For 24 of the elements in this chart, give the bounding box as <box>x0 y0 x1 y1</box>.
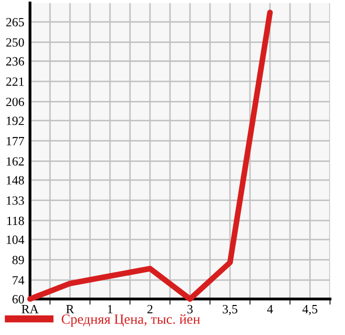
x-tick-label: 3 <box>187 304 193 314</box>
y-tick-label: 148 <box>6 176 24 185</box>
y-tick-label: 221 <box>6 77 24 86</box>
y-tick-label: 74 <box>12 276 24 284</box>
y-tick-label: 250 <box>6 38 24 47</box>
legend-label: Средняя Цена, тыс. йен <box>62 314 200 327</box>
x-tick-label: 2 <box>147 304 152 314</box>
y-tick-label: 133 <box>6 196 24 205</box>
y-tick-label: 162 <box>6 157 24 166</box>
y-tick-label: 265 <box>6 18 24 26</box>
y-tick-label: 89 <box>12 256 24 264</box>
x-tick-label: 4,5 <box>302 305 318 316</box>
x-tick-label: RA <box>22 304 39 314</box>
x-tick-label: 4 <box>267 305 273 314</box>
x-tick-label: 1 <box>108 304 112 314</box>
y-tick-label: 206 <box>6 98 24 106</box>
x-tick-label: 3,5 <box>222 304 238 316</box>
y-tick-label: 104 <box>6 236 24 244</box>
x-tick-label: R <box>66 305 74 314</box>
y-tick-label: 60 <box>12 295 24 304</box>
y-tick-label: 118 <box>7 216 24 226</box>
y-tick-label: 192 <box>6 116 24 126</box>
y-tick-label: 177 <box>6 136 24 146</box>
y-tick-label: 236 <box>6 57 24 66</box>
